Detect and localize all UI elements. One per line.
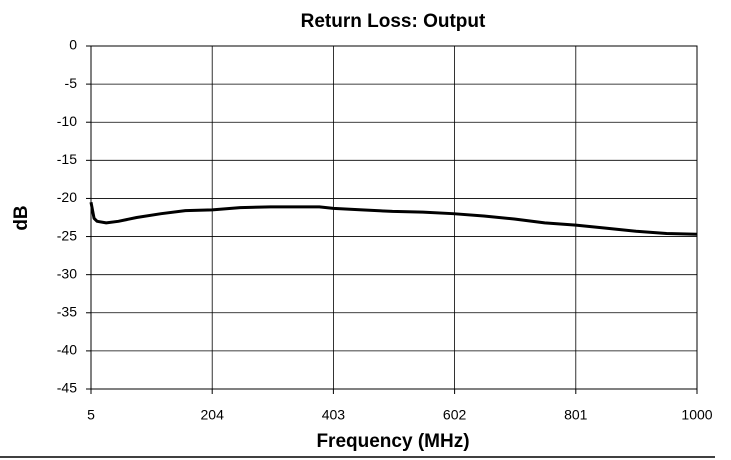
y-axis-label: dB <box>11 205 32 230</box>
x-tick-label: 1000 <box>681 407 712 423</box>
data-line <box>89 201 698 236</box>
x-tick-label: 5 <box>87 407 95 423</box>
x-tick-label: 602 <box>443 407 467 423</box>
y-tick-label: -25 <box>57 227 77 243</box>
plot-frame <box>90 45 698 390</box>
y-tick-label: -45 <box>57 380 77 396</box>
y-tick-label: -40 <box>57 342 77 358</box>
y-tick-label: -5 <box>65 75 78 91</box>
x-tick-label: 204 <box>201 407 225 423</box>
x-tick-label: 403 <box>322 407 346 423</box>
y-tick-label: -10 <box>57 113 77 129</box>
y-tick-label: 0 <box>69 37 77 53</box>
x-tick-label: 801 <box>564 407 588 423</box>
y-tick-label: -15 <box>57 151 77 167</box>
y-tick-label: -35 <box>57 303 77 319</box>
y-tick-label: -20 <box>57 189 77 205</box>
chart-title: Return Loss: Output <box>301 11 486 32</box>
y-tick-label: -30 <box>57 265 77 281</box>
x-axis-label: Frequency (MHz) <box>316 431 469 452</box>
